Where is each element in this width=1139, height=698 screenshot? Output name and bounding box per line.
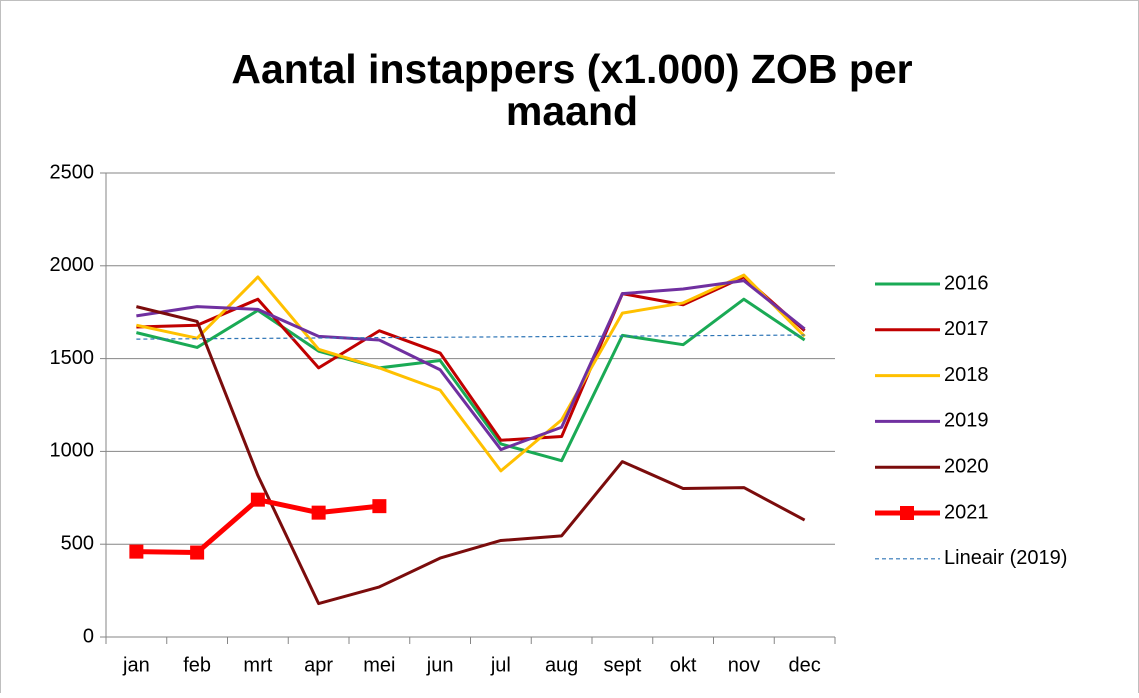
x-tick-label: nov [728, 654, 760, 676]
legend-label: 2020 [944, 455, 989, 477]
y-tick-label: 1500 [50, 347, 95, 369]
x-tick-label: apr [304, 654, 333, 676]
marker [190, 545, 205, 560]
y-tick-label: 2000 [50, 254, 95, 276]
y-tick-label: 500 [61, 532, 94, 554]
x-tick-label: okt [670, 654, 697, 676]
marker [372, 499, 387, 514]
y-tick-label: 2500 [50, 161, 95, 183]
legend-label: 2019 [944, 410, 989, 432]
legend-marker [900, 506, 914, 520]
x-tick-label: sept [603, 654, 641, 676]
legend-label: Lineair (2019) [944, 547, 1067, 569]
x-tick-label: dec [789, 654, 821, 676]
series-line [136, 275, 806, 442]
legend-label: 2016 [944, 272, 989, 294]
marker [250, 492, 265, 507]
legend-label: 2017 [944, 318, 989, 340]
series-line [136, 279, 806, 452]
y-tick-label: 1000 [50, 440, 95, 462]
x-tick-label: mrt [243, 654, 272, 676]
x-tick-label: jun [426, 654, 454, 676]
x-tick-label: aug [545, 654, 578, 676]
x-tick-label: jan [122, 654, 150, 676]
x-tick-label: jul [490, 654, 511, 676]
x-tick-label: feb [183, 654, 211, 676]
x-tick-label: mei [363, 654, 395, 676]
marker [311, 505, 326, 520]
chart-title: Aantal instappers (x1.000) ZOB per [231, 46, 912, 92]
series-line [136, 297, 806, 463]
y-tick-label: 0 [83, 625, 94, 647]
series-line [136, 273, 806, 473]
series-line [136, 305, 806, 606]
marker [129, 544, 144, 559]
legend-label: 2018 [944, 364, 989, 386]
legend-label: 2021 [944, 501, 989, 523]
series-line [136, 334, 805, 340]
chart-title: maand [506, 88, 638, 134]
